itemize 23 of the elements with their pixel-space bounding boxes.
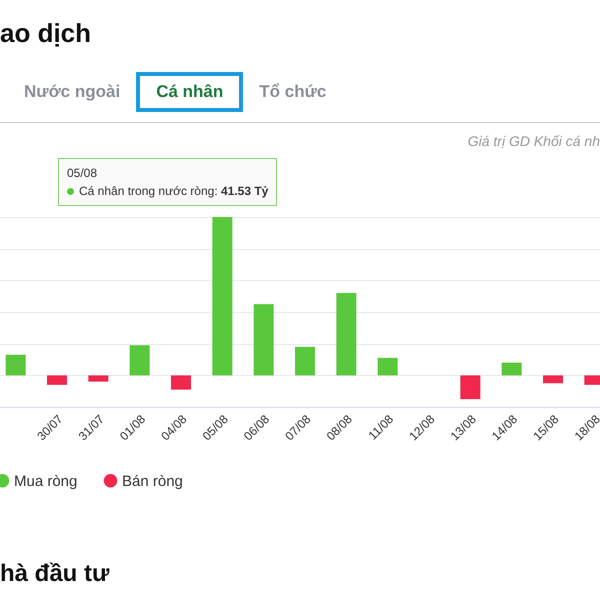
- text: Cá nhân: [146, 82, 234, 102]
- bar: [502, 362, 522, 376]
- text: 05/08: [67, 165, 98, 182]
- bar: [130, 345, 150, 376]
- bar: [295, 346, 315, 376]
- chart-subtitle: Giá trị GD Khối cá nh: [468, 133, 600, 149]
- text: hà đầu tư: [0, 560, 110, 588]
- bar: [47, 375, 67, 385]
- bar: [88, 375, 108, 382]
- text: Nước ngoài: [24, 82, 122, 102]
- bar: [543, 375, 563, 384]
- bar: [378, 358, 398, 376]
- bar: [6, 354, 26, 376]
- chart-title: ao dịch: [0, 18, 92, 49]
- bar: [171, 375, 191, 390]
- bar: [212, 217, 232, 376]
- bar: [336, 293, 356, 376]
- bar: [254, 304, 274, 376]
- legend-label: Mua ròng: [14, 472, 78, 490]
- bar: [460, 375, 480, 400]
- text: Tổ chức: [259, 82, 328, 102]
- text: Cá nhân trong nước ròng: 41.53 Tỷ: [78, 183, 268, 200]
- legend-label: Bán ròng: [122, 472, 183, 490]
